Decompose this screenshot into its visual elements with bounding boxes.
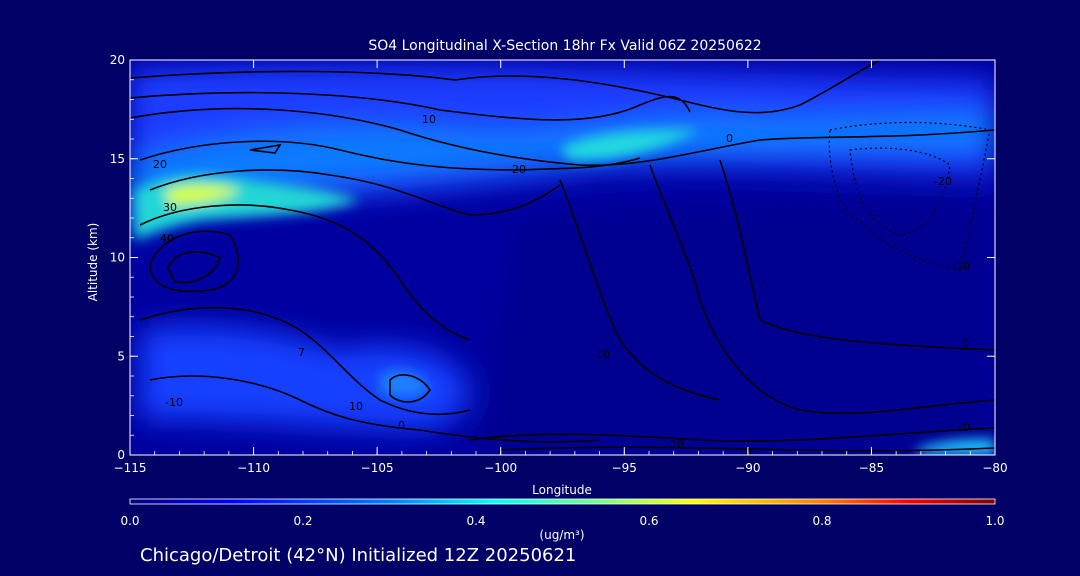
y-tick-label: 0	[117, 448, 125, 462]
colorbar-units: (ug/m³)	[539, 528, 584, 542]
x-tick-label: −85	[859, 461, 884, 475]
x-tick-label: −115	[114, 461, 147, 475]
y-tick-label: 10	[110, 251, 125, 265]
y-axis-label: Altitude (km)	[86, 223, 100, 302]
contour-label: 0	[962, 337, 969, 350]
contour-labels: 10 20 30 40 20 10 0 -20 -10 0 7 10 -10 1…	[153, 113, 970, 459]
colorbar-tick-label: 0.6	[639, 514, 658, 528]
x-axis: −115 −110 −105 −100 −95 −90 −85 −80	[114, 60, 1008, 475]
contour-label: 10	[738, 446, 752, 459]
chart-title: SO4 Longitudinal X-Section 18hr Fx Valid…	[368, 38, 761, 54]
contour-label: 0	[398, 419, 405, 432]
y-axis: 0 5 10 15 20	[110, 53, 995, 462]
caption: Chicago/Detroit (42°N) Initialized 12Z 2…	[140, 545, 576, 566]
x-tick-label: −105	[361, 461, 394, 475]
x-axis-label: Longitude	[532, 483, 592, 497]
contour-label: 10	[956, 421, 970, 434]
colorbar-tick-label: 0.8	[812, 514, 831, 528]
colorbar-tick-label: 0.2	[293, 514, 312, 528]
contour-label: 40	[160, 232, 174, 245]
contour-label: 0	[726, 132, 733, 145]
contour-label: 10	[422, 113, 436, 126]
contour-label: 20	[153, 158, 167, 171]
contour-lines	[130, 60, 995, 452]
contour-label: 30	[163, 201, 177, 214]
contour-label: -10	[952, 260, 970, 273]
x-tick-label: −95	[612, 461, 637, 475]
colorbar-tick-label: 0.4	[466, 514, 485, 528]
x-tick-label: −90	[735, 461, 760, 475]
x-tick-label: −100	[484, 461, 517, 475]
contour-label: 10	[596, 348, 610, 361]
colorbar-tick-label: 0.0	[120, 514, 139, 528]
x-tick-label: −80	[982, 461, 1007, 475]
contour-label: -10	[165, 396, 183, 409]
y-tick-label: 5	[117, 349, 125, 363]
contour-label: 7	[298, 346, 305, 359]
contour-label: 10	[349, 400, 363, 413]
contour-label: -20	[934, 175, 952, 188]
x-tick-label: −110	[237, 461, 270, 475]
contour-label: -10	[666, 438, 684, 451]
y-tick-label: 20	[110, 53, 125, 67]
colorbar	[129, 498, 996, 505]
colorbar-ticks: 0.0 0.2 0.4 0.6 0.8 1.0	[120, 514, 1004, 528]
colorbar-tick-label: 1.0	[985, 514, 1004, 528]
y-tick-label: 15	[110, 152, 125, 166]
contour-label: 20	[512, 163, 526, 176]
